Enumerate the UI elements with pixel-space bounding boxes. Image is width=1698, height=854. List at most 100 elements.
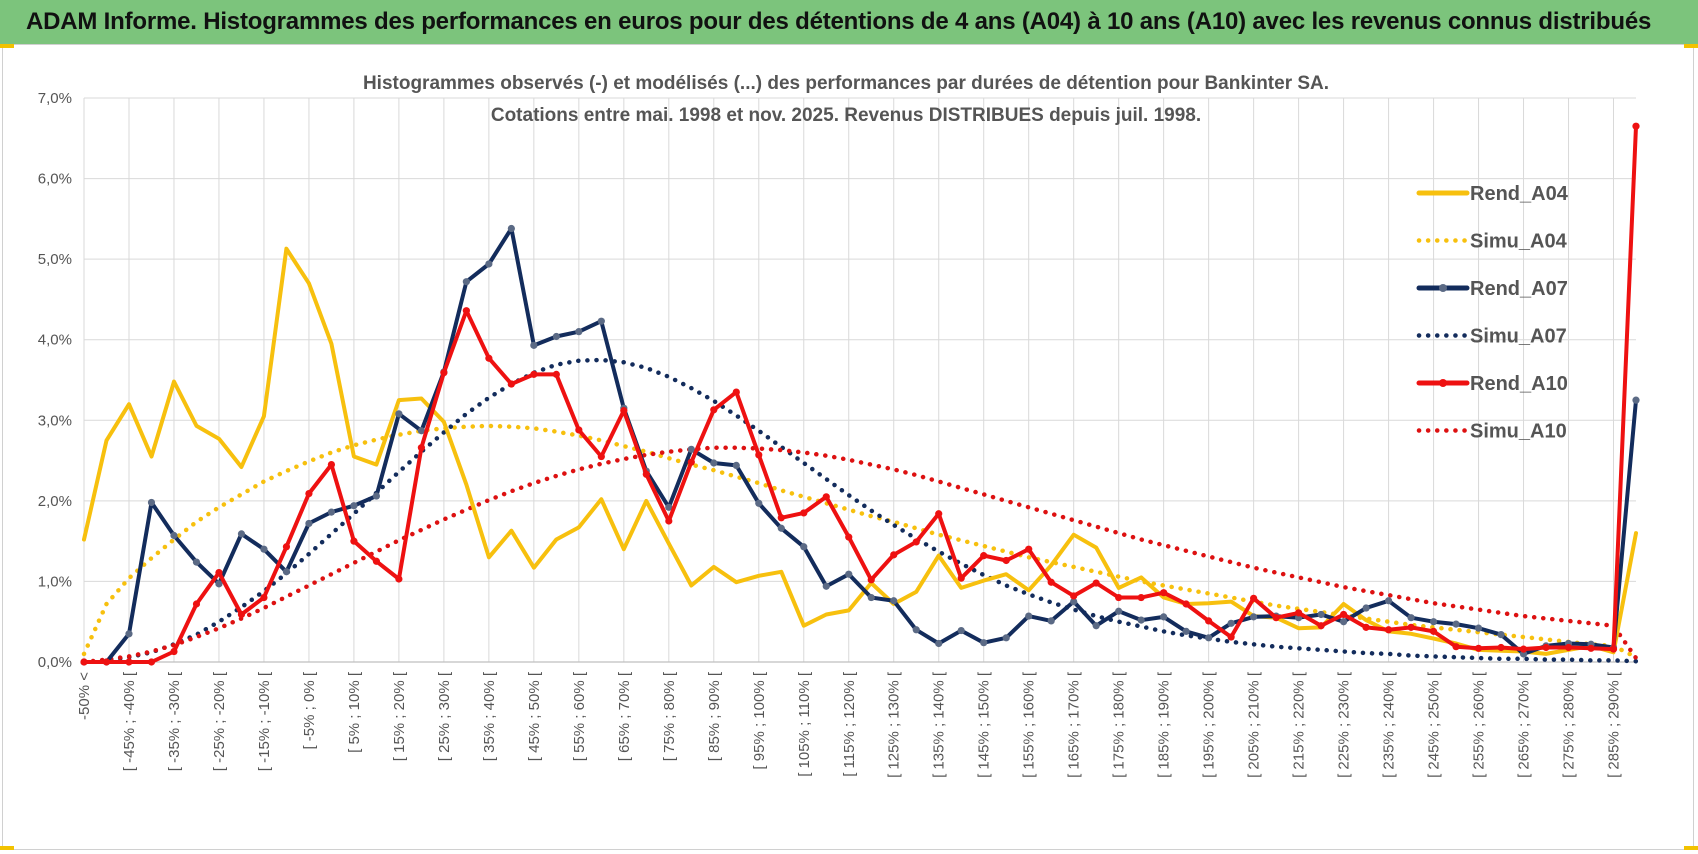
data-point-rend-a07 — [215, 580, 223, 588]
x-tick-label: [ 35% ; 40% [ — [481, 671, 498, 761]
data-point-rend-a10 — [1182, 600, 1190, 608]
x-tick-label: [ 275% ; 280% [ — [1561, 671, 1578, 778]
x-tick-label: [ 55% ; 60% [ — [571, 671, 588, 761]
data-point-rend-a10 — [237, 610, 246, 619]
data-point-rend-a07 — [1407, 614, 1415, 622]
x-tick-label: [ 25% ; 30% [ — [436, 671, 453, 761]
data-point-rend-a10 — [417, 444, 425, 452]
data-point-rend-a10 — [642, 470, 650, 478]
data-point-rend-a10 — [912, 538, 920, 546]
data-point-rend-a10 — [597, 452, 605, 461]
data-point-rend-a10 — [1407, 623, 1415, 631]
series-line-rend-a10 — [82, 124, 1638, 664]
x-tick-label: [ 95% ; 100% [ — [751, 671, 768, 769]
x-tick-label: [ 75% ; 80% [ — [661, 671, 678, 761]
y-tick-label: 4,0% — [38, 332, 72, 349]
data-point-rend-a10 — [1632, 122, 1640, 130]
data-point-rend-a10 — [665, 517, 673, 525]
data-point-rend-a07 — [1227, 619, 1235, 627]
data-point-rend-a10 — [440, 369, 448, 377]
data-point-rend-a07 — [1160, 613, 1168, 621]
x-tick-label: [ -45% ; -40% [ — [121, 671, 138, 771]
data-point-rend-a10 — [1587, 644, 1595, 652]
data-point-rend-a10 — [1092, 579, 1100, 587]
x-tick-label: [ 195% ; 200% [ — [1201, 671, 1218, 778]
data-point-rend-a07 — [237, 530, 246, 538]
y-tick-label: 0,0% — [38, 654, 72, 671]
chart-title: Histogrammes observés (-) et modélisés (… — [363, 73, 1329, 94]
x-tick-label: [ 245% ; 250% [ — [1426, 671, 1443, 778]
data-point-rend-a07 — [597, 317, 605, 325]
data-point-rend-a07 — [1092, 622, 1100, 630]
data-point-rend-a07 — [1182, 627, 1190, 635]
y-axis: 0,0% 1,0% 2,0% 3,0% 4,0% 5,0% 6,0% 7,0% — [38, 90, 72, 671]
x-tick-label: [ 145% ; 150% [ — [976, 671, 993, 778]
x-tick-label: [ 165% ; 170% [ — [1066, 671, 1083, 778]
data-point-rend-a10 — [687, 458, 695, 466]
data-point-rend-a10 — [80, 658, 88, 666]
data-point-rend-a07 — [1362, 604, 1370, 612]
x-tick-label: [ 125% ; 130% [ — [886, 671, 903, 778]
x-tick-label: [ 85% ; 90% [ — [706, 671, 723, 761]
data-point-rend-a10 — [1137, 593, 1145, 602]
data-point-rend-a10 — [822, 493, 830, 501]
data-point-rend-a07 — [125, 630, 133, 638]
data-point-rend-a10 — [215, 568, 223, 577]
data-point-rend-a10 — [462, 307, 470, 315]
data-point-rend-a07 — [1452, 620, 1460, 628]
data-point-rend-a10 — [1070, 592, 1078, 600]
data-point-rend-a10 — [395, 575, 403, 583]
data-point-rend-a10 — [957, 574, 965, 582]
x-tick-label: [ 255% ; 260% [ — [1471, 671, 1488, 778]
data-point-rend-a07 — [1002, 634, 1010, 642]
data-point-rend-a10 — [485, 354, 493, 362]
data-point-rend-a10 — [1429, 627, 1438, 635]
legend-label: Simu_A10 — [1470, 421, 1567, 443]
data-point-rend-a10 — [1452, 643, 1460, 651]
data-point-rend-a10 — [1317, 622, 1325, 630]
data-point-rend-a10 — [192, 600, 201, 608]
data-point-rend-a10 — [845, 533, 853, 541]
y-tick-label: 6,0% — [38, 171, 72, 188]
data-point-rend-a07 — [1339, 618, 1348, 626]
x-tick-label: [ 155% ; 160% [ — [1021, 671, 1038, 778]
x-axis: -50% < [ -45% ; -40% [[ -35% ; -30% [[ -2… — [76, 671, 1623, 778]
x-tick-label: [ 5% ; 10% [ — [346, 671, 363, 753]
x-tick-label: -50% < — [76, 672, 93, 720]
data-point-rend-a10 — [732, 388, 740, 396]
data-point-rend-a10 — [1339, 610, 1348, 619]
x-tick-label: [ 225% ; 230% [ — [1336, 671, 1353, 778]
x-tick-label: [ -15% ; -10% [ — [256, 671, 273, 771]
frame-corner-top-left — [0, 44, 14, 48]
data-point-rend-a10 — [800, 509, 808, 517]
data-point-rend-a10 — [305, 490, 313, 498]
data-point-rend-a07 — [665, 503, 673, 511]
x-tick-label: [ 65% ; 70% [ — [616, 671, 633, 761]
data-point-rend-a07 — [170, 531, 178, 540]
chart-legend: Rend_A04 Simu_A04 Rend_A07 Simu_A07 Rend_A10… — [1416, 183, 1569, 443]
header-banner: ADAM Informe. Histogrammes des performan… — [0, 0, 1698, 45]
data-point-rend-a10 — [1047, 578, 1055, 586]
data-point-rend-a10 — [575, 426, 583, 434]
data-point-rend-a07 — [485, 260, 493, 268]
x-tick-label: [ 45% ; 50% [ — [526, 671, 543, 761]
data-point-rend-a10 — [1497, 643, 1505, 652]
legend-marker — [1439, 379, 1447, 387]
data-point-rend-a07 — [1025, 612, 1033, 620]
data-point-rend-a10 — [1564, 643, 1573, 652]
data-point-rend-a10 — [935, 510, 943, 518]
data-point-rend-a07 — [935, 639, 943, 648]
x-tick-label: [ -25% ; -20% [ — [211, 671, 228, 771]
data-point-rend-a10 — [1160, 589, 1168, 597]
data-point-rend-a10 — [170, 647, 178, 656]
data-point-rend-a07 — [732, 461, 740, 470]
data-point-rend-a10 — [350, 537, 358, 545]
data-point-rend-a07 — [980, 639, 988, 647]
data-point-rend-a07 — [305, 519, 313, 528]
data-point-rend-a07 — [417, 427, 425, 435]
header-title: ADAM Informe. Histogrammes des performan… — [26, 8, 1652, 35]
x-tick-label: [ 205% ; 210% [ — [1246, 671, 1263, 778]
data-point-rend-a07 — [1070, 597, 1078, 606]
legend-label: Rend_A07 — [1470, 278, 1568, 300]
data-point-rend-a07 — [777, 524, 785, 532]
